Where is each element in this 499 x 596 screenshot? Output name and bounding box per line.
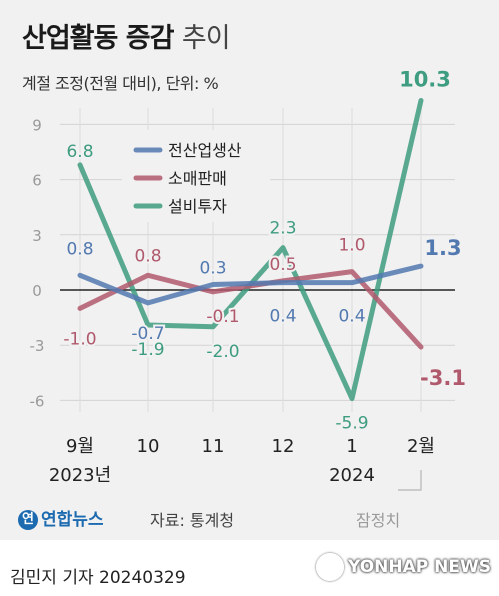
logo-text: 연합뉴스	[41, 510, 104, 530]
provisional-note: 잠정치	[356, 511, 401, 530]
x-tick-label: 2월	[407, 436, 435, 457]
y-tick-label: 6	[32, 172, 42, 190]
line-chart: 9 6 3 0 -3 -6 9월 2023년 10 11 12 1 2024 2월 0.8 -0.7 0.3 0.…	[30, 65, 468, 491]
data-label: -0.7	[131, 324, 164, 344]
data-label: 1.3	[424, 236, 461, 260]
x-tick-label: 9월	[66, 436, 94, 457]
y-tick-label: -6	[30, 392, 45, 410]
x-tick-label: 1	[346, 436, 357, 457]
watermark-text: YONHAP NEWS	[348, 557, 491, 577]
provisional-bracket	[398, 470, 422, 491]
data-label: -3.1	[420, 366, 466, 390]
page-title: 산업활동 증감 추이	[22, 16, 231, 55]
y-tick-label: 3	[32, 227, 42, 245]
data-label: 0.8	[66, 239, 93, 259]
series-line	[77, 269, 424, 350]
y-tick-label: 0	[32, 282, 42, 300]
legend-label: 설비투자	[168, 197, 227, 216]
watermark-mark-icon	[316, 553, 344, 581]
legend-label: 전산업생산	[168, 141, 242, 160]
data-label: 2.3	[269, 219, 296, 239]
y-tick-label: -3	[30, 337, 45, 355]
yonhap-watermark: YONHAP NEWS	[316, 553, 491, 581]
data-label: 0.5	[269, 255, 296, 275]
chart-subtitle: 계절 조정(전월 대비), 단위: %	[22, 74, 219, 93]
source-note: 자료: 통계청	[150, 511, 235, 530]
x-tick-label: 11	[202, 436, 225, 457]
reporter-credit: 김민지 기자 20240329	[10, 568, 186, 588]
x-tick-label: 10	[137, 436, 160, 457]
data-label: -5.9	[335, 414, 368, 434]
data-label: 0.3	[199, 258, 226, 278]
data-label: 0.4	[338, 307, 365, 327]
title-suffix: 추이	[181, 23, 231, 54]
data-label: -2.0	[206, 342, 239, 362]
logo-mark-icon: 연	[18, 510, 38, 530]
data-label: -1.9	[131, 340, 164, 360]
data-label: -1.0	[63, 329, 96, 349]
data-label: 1.0	[338, 236, 365, 256]
chart-card	[0, 0, 499, 540]
data-label: 0.4	[269, 307, 296, 327]
yonhap-logo: 연 연합뉴스	[18, 505, 104, 530]
data-label: 0.8	[134, 246, 161, 266]
data-label: 10.3	[399, 67, 451, 91]
series-line	[77, 263, 424, 306]
legend-label: 소매판매	[168, 169, 227, 188]
y-tick-label: 9	[32, 116, 42, 134]
title-main: 산업활동 증감	[22, 23, 174, 54]
data-label: -0.1	[206, 307, 239, 327]
x-tick-label: 12	[272, 436, 295, 457]
x-sub-label: 2024	[329, 465, 375, 486]
data-label: 6.8	[66, 142, 93, 162]
x-sub-label: 2023년	[49, 465, 111, 486]
